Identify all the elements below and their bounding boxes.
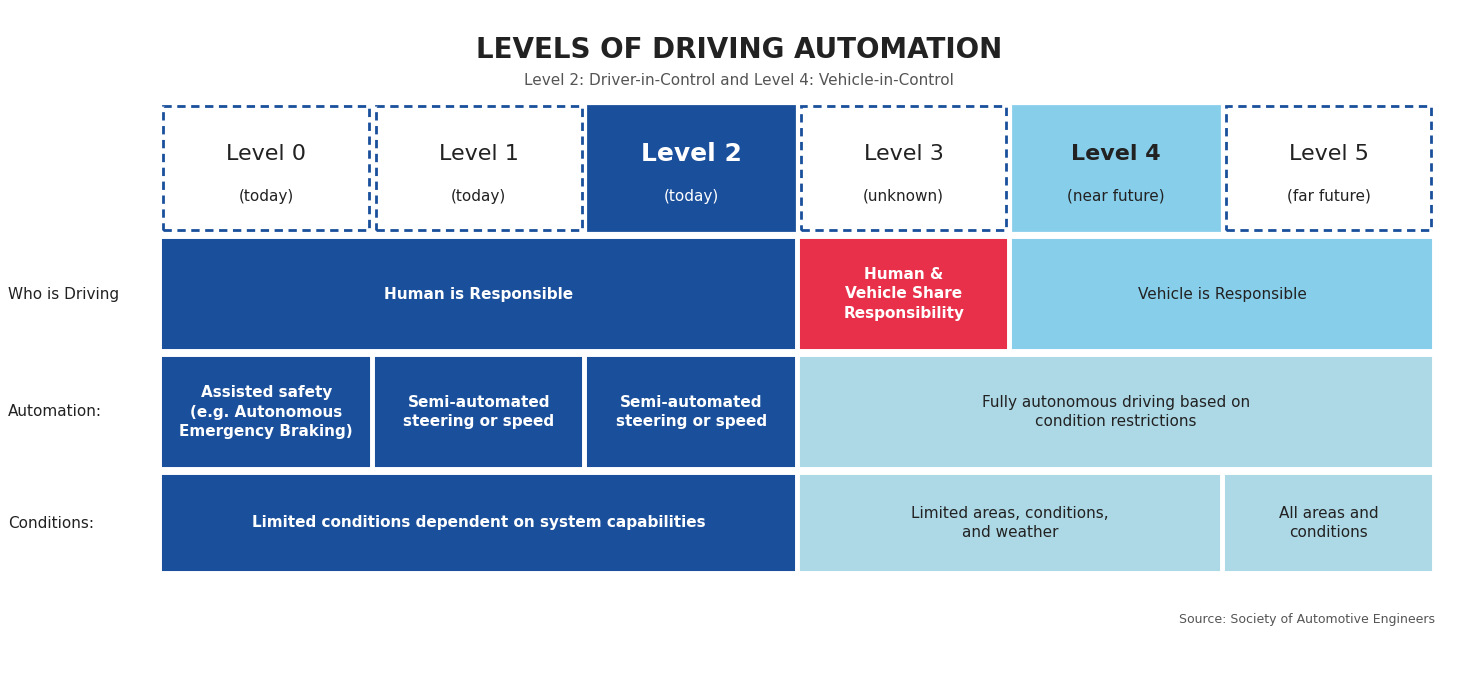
Text: (far future): (far future) bbox=[1287, 188, 1370, 203]
Text: (today): (today) bbox=[451, 188, 507, 203]
Text: (today): (today) bbox=[238, 188, 294, 203]
Bar bbox=[801, 106, 1007, 230]
Bar bbox=[1014, 106, 1219, 230]
Bar bbox=[1014, 240, 1432, 348]
Bar bbox=[164, 358, 370, 466]
Text: Limited conditions dependent on system capabilities: Limited conditions dependent on system c… bbox=[251, 515, 705, 530]
Bar bbox=[164, 240, 794, 348]
Text: Semi-automated
steering or speed: Semi-automated steering or speed bbox=[616, 395, 767, 429]
Text: Assisted safety
(e.g. Autonomous
Emergency Braking): Assisted safety (e.g. Autonomous Emergen… bbox=[179, 384, 353, 439]
Bar bbox=[375, 358, 581, 466]
Text: Level 3: Level 3 bbox=[863, 144, 943, 164]
Text: Source: Society of Automotive Engineers: Source: Society of Automotive Engineers bbox=[1179, 613, 1435, 626]
Text: Level 5: Level 5 bbox=[1289, 144, 1369, 164]
Bar bbox=[588, 106, 794, 230]
Bar bbox=[588, 358, 794, 466]
Bar bbox=[164, 106, 370, 230]
Text: Automation:: Automation: bbox=[7, 405, 102, 420]
Text: Level 4: Level 4 bbox=[1072, 144, 1162, 164]
Bar bbox=[1225, 106, 1432, 230]
Text: Conditions:: Conditions: bbox=[7, 515, 95, 530]
Text: Human is Responsible: Human is Responsible bbox=[384, 287, 573, 302]
Text: (unknown): (unknown) bbox=[863, 188, 944, 203]
Text: (near future): (near future) bbox=[1067, 188, 1165, 203]
Text: Level 1: Level 1 bbox=[439, 144, 519, 164]
Bar bbox=[164, 476, 794, 570]
Text: All areas and
conditions: All areas and conditions bbox=[1278, 506, 1379, 540]
Text: Vehicle is Responsible: Vehicle is Responsible bbox=[1138, 287, 1307, 302]
Bar bbox=[801, 358, 1432, 466]
Text: Semi-automated
steering or speed: Semi-automated steering or speed bbox=[403, 395, 554, 429]
Text: Level 0: Level 0 bbox=[226, 144, 306, 164]
Bar bbox=[1225, 476, 1432, 570]
Bar bbox=[801, 240, 1007, 348]
Text: Human &
Vehicle Share
Responsibility: Human & Vehicle Share Responsibility bbox=[844, 266, 964, 321]
Text: Who is Driving: Who is Driving bbox=[7, 287, 120, 302]
Text: Level 2: Driver-in-Control and Level 4: Vehicle-in-Control: Level 2: Driver-in-Control and Level 4: … bbox=[525, 73, 953, 88]
Text: Fully autonomous driving based on
condition restrictions: Fully autonomous driving based on condit… bbox=[983, 395, 1250, 429]
Bar bbox=[801, 476, 1219, 570]
Text: Limited areas, conditions,
and weather: Limited areas, conditions, and weather bbox=[912, 506, 1108, 540]
Text: Level 2: Level 2 bbox=[641, 142, 742, 166]
Text: LEVELS OF DRIVING AUTOMATION: LEVELS OF DRIVING AUTOMATION bbox=[476, 36, 1002, 64]
Bar bbox=[375, 106, 581, 230]
Text: (today): (today) bbox=[664, 188, 718, 203]
